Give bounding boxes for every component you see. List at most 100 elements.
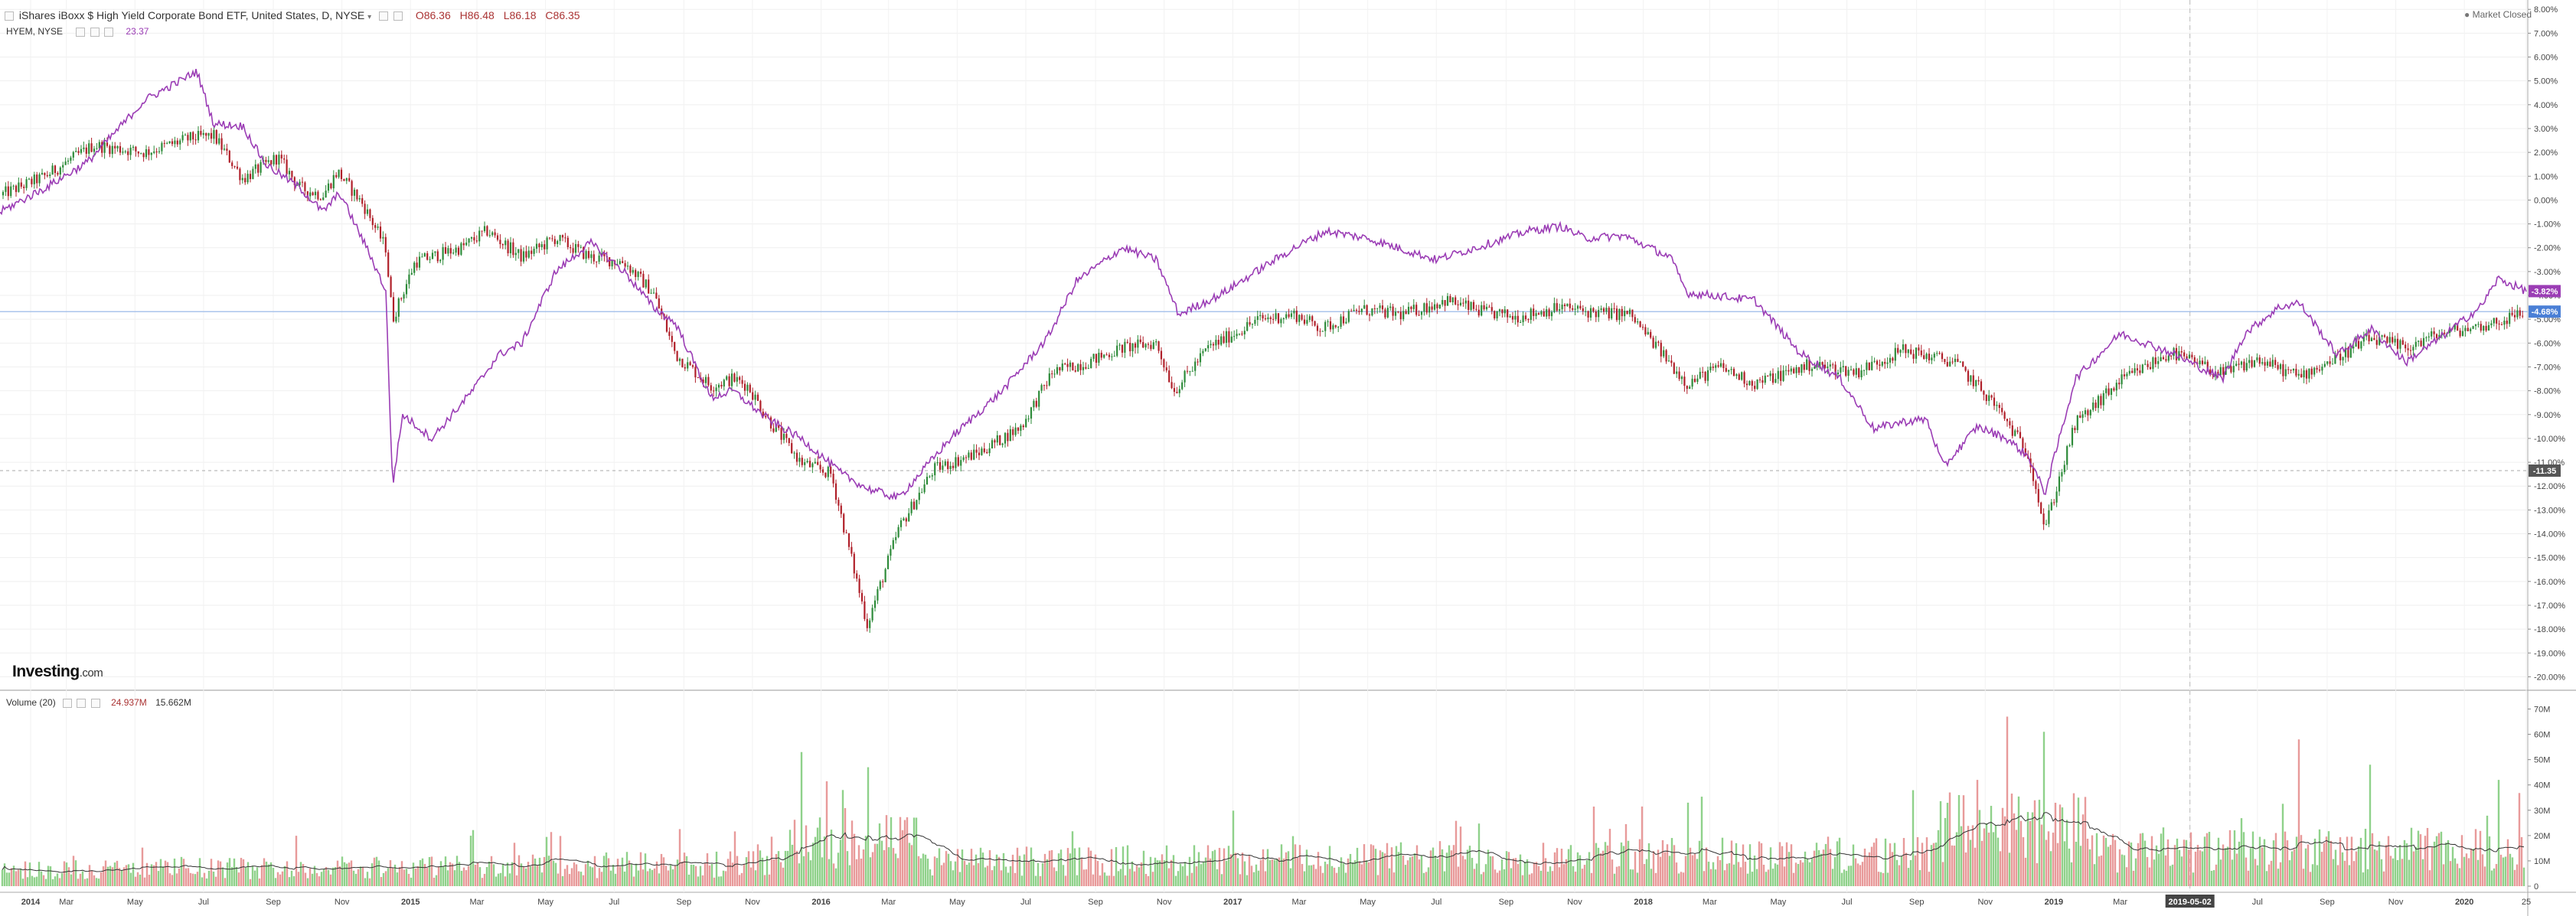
volume-bar (1464, 859, 1467, 886)
volume-bar (2385, 845, 2388, 886)
x-tick-label: May (1771, 898, 1787, 907)
candle-body (1233, 336, 1236, 337)
volume-ma-value: 15.662M (155, 697, 191, 708)
volume-bar (210, 859, 213, 886)
candle-body (1626, 311, 1628, 315)
collapse-icon[interactable] (5, 11, 14, 21)
candle-body (2186, 356, 2188, 359)
volume-bar (1018, 856, 1021, 886)
candle-body (2094, 403, 2097, 409)
volume-bar (1879, 872, 1882, 886)
candle-body (366, 209, 369, 214)
volume-bar (1987, 833, 1990, 886)
candle-body (1332, 325, 1334, 330)
volume-bar (1994, 825, 1997, 886)
settings-icon[interactable] (393, 11, 403, 21)
candle-body (2149, 367, 2152, 370)
candle-body (580, 246, 582, 248)
eye-icon[interactable] (63, 698, 73, 708)
market-status-text: Market Closed (2472, 9, 2532, 20)
volume-bar (1618, 865, 1621, 886)
volume-bar (217, 860, 220, 886)
volume-bar (414, 868, 417, 886)
volume-bar (449, 862, 452, 886)
volume-bar (444, 856, 447, 886)
volume-bar (2355, 851, 2358, 886)
candle-body (1012, 429, 1014, 435)
volume-bar (56, 873, 59, 886)
volume-bar (446, 870, 449, 886)
volume-bar (577, 871, 580, 886)
volume-bar (233, 858, 236, 886)
candle-body (851, 546, 853, 554)
volume-bar (125, 865, 128, 886)
candle-body (2003, 412, 2006, 419)
candle-body (2126, 373, 2128, 377)
y-tick-label: -15.00% (2534, 554, 2565, 563)
candle-body (531, 250, 533, 254)
volume-bar (731, 862, 734, 886)
volume-bar (619, 866, 622, 886)
volume-bar (871, 852, 874, 886)
volume-bar (1955, 832, 1958, 886)
volume-bar (1799, 860, 1802, 886)
settings-icon[interactable] (77, 698, 87, 708)
volume-bar (1124, 875, 1127, 886)
volume-bar (458, 862, 461, 886)
close-icon[interactable] (104, 27, 114, 37)
candle-body (314, 191, 317, 196)
eye-icon[interactable] (379, 11, 389, 21)
candle-body (1455, 297, 1457, 305)
candle-body (1381, 305, 1384, 310)
candle-body (1025, 419, 1027, 428)
time-axis[interactable]: 2014 Mar May Jul Sep Nov 2015 Mar May Jul Sep Nov 20… (21, 895, 2531, 908)
candle-body (233, 165, 236, 167)
volume-bar (366, 872, 369, 886)
volume-bar (2265, 871, 2268, 886)
candle-body (340, 169, 343, 179)
candle-body (564, 237, 566, 239)
candle-body (111, 145, 113, 155)
volume-bar (2408, 859, 2411, 886)
candle-body (2300, 373, 2303, 378)
candle-body (1537, 313, 1540, 315)
volume-bar (2022, 836, 2025, 886)
volume-bar (851, 820, 854, 886)
candle-body (265, 159, 267, 162)
close-icon[interactable] (90, 698, 100, 708)
candle-body (1931, 357, 1933, 360)
volume-bar (1565, 859, 1568, 886)
volume-bar (1370, 844, 1373, 886)
candle-body (174, 140, 176, 145)
candle-body (1665, 350, 1667, 362)
vol-tick-label: 30M (2534, 807, 2550, 816)
chevron-down-icon[interactable]: ▾ (367, 13, 372, 21)
settings-icon[interactable] (90, 27, 100, 37)
candle-body (2245, 363, 2248, 371)
candle-body (2323, 363, 2326, 367)
candle-body (897, 526, 899, 537)
eye-icon[interactable] (76, 27, 86, 37)
candle-body (2326, 361, 2329, 364)
candle-body (1124, 341, 1126, 353)
volume-bar (722, 870, 725, 886)
candle-body (353, 189, 356, 196)
volume-bar (1436, 859, 1439, 886)
candle-body (1399, 311, 1402, 320)
candle-body (1587, 311, 1589, 318)
candle-body (873, 600, 877, 608)
volume-bar (1365, 860, 1368, 886)
candle-body (2141, 364, 2143, 373)
candle-body (408, 274, 410, 285)
candle-body (996, 435, 998, 443)
volume-bar (2148, 867, 2151, 886)
volume-legend: Volume (20) 24.937M 15.662M (6, 697, 191, 708)
candle-body (49, 174, 51, 177)
candle-body (2381, 335, 2383, 337)
candle-body (1272, 318, 1275, 320)
volume-bar (775, 854, 778, 886)
candle-body (1902, 344, 1905, 350)
candle-body (1810, 369, 1814, 371)
